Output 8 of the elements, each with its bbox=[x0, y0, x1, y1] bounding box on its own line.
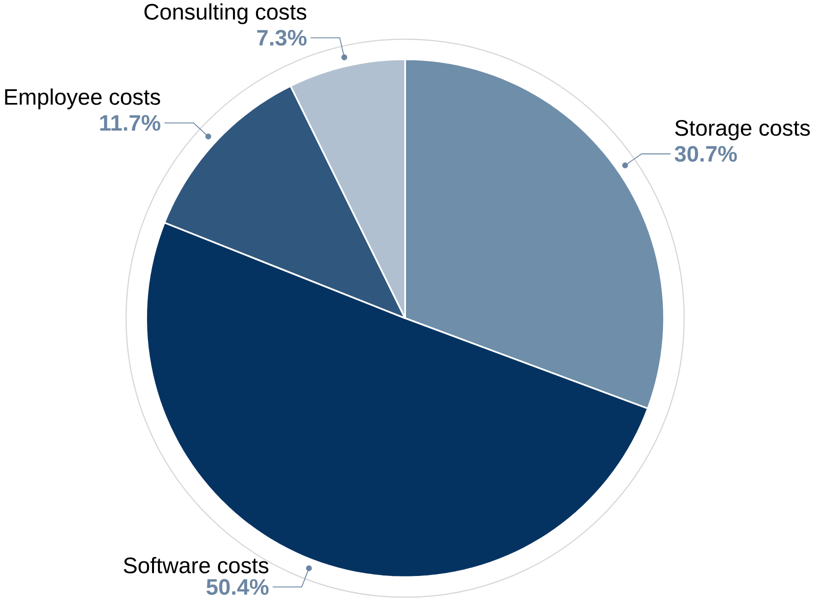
slice-label: Consulting costs bbox=[144, 3, 306, 24]
data-label: 11.7% bbox=[100, 114, 160, 131]
data-label: 30.7% bbox=[674, 146, 737, 162]
slice-label: Employee costs bbox=[5, 88, 160, 110]
data-label: 7.3% bbox=[257, 30, 307, 46]
slice-label: Storage costs bbox=[675, 120, 810, 140]
slice-label: Software costs bbox=[124, 556, 268, 574]
data-label: 50.4% bbox=[206, 578, 269, 595]
